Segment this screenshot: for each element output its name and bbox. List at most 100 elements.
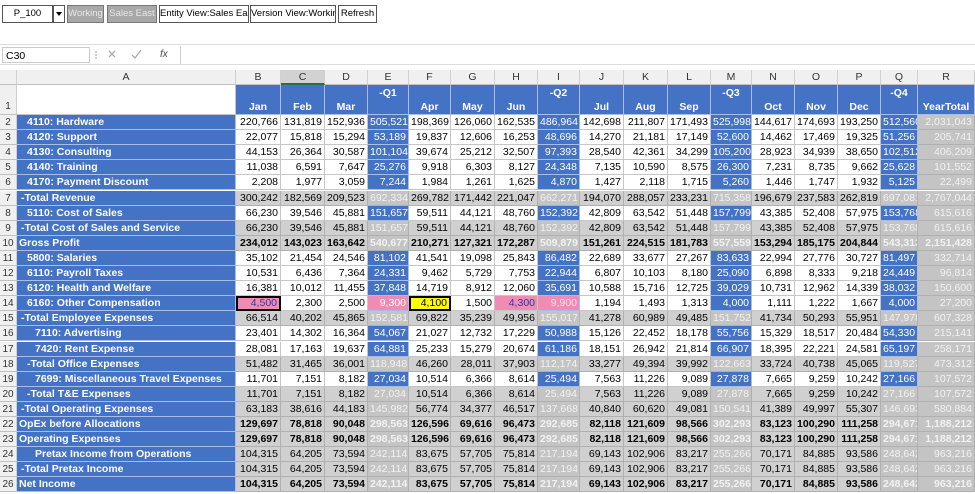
cell[interactable]: 49,485	[668, 311, 711, 327]
column-title[interactable]: Jun	[495, 85, 538, 115]
cell[interactable]: 32,507	[495, 145, 538, 161]
row-header[interactable]: 26	[0, 477, 17, 493]
cell[interactable]: 11,226	[624, 371, 668, 387]
cell[interactable]: 8,735	[795, 160, 838, 176]
cell[interactable]: 248,642	[881, 447, 918, 463]
row-label[interactable]: OpEx before Allocations	[17, 417, 236, 433]
cell[interactable]: 69,143	[580, 462, 624, 478]
cell[interactable]: 6,303	[451, 160, 495, 176]
cell[interactable]: 10,103	[624, 266, 668, 282]
row-label[interactable]: 7699: Miscellaneous Travel Expenses	[17, 371, 236, 387]
cell[interactable]: 15,279	[451, 341, 495, 357]
cell[interactable]: 64,205	[281, 447, 325, 463]
cell[interactable]: 69,616	[451, 417, 495, 433]
cell[interactable]: 196,679	[752, 190, 795, 206]
cell[interactable]: 2,300	[281, 296, 325, 312]
cell[interactable]: 23,401	[236, 326, 281, 342]
cell[interactable]: 12,060	[495, 281, 538, 297]
cell[interactable]: 28,540	[580, 145, 624, 161]
cell[interactable]: 692,334	[368, 190, 409, 206]
row-label[interactable]: -Total Office Expenses	[17, 356, 236, 372]
cell[interactable]: 41,541	[409, 250, 451, 266]
cell[interactable]: 18,517	[795, 326, 838, 342]
cell[interactable]: 100,290	[795, 417, 838, 433]
cell[interactable]: 1,625	[495, 175, 538, 191]
cell[interactable]: 20,484	[838, 326, 881, 342]
column-header[interactable]: D	[325, 70, 368, 85]
cell[interactable]: 105,200	[711, 145, 752, 161]
cell[interactable]: 137,668	[538, 401, 580, 417]
cell[interactable]: 2,031,043	[918, 115, 975, 131]
cell[interactable]	[17, 85, 236, 115]
row-header[interactable]: 22	[0, 417, 17, 433]
cell[interactable]: 7,563	[580, 371, 624, 387]
cell[interactable]: 1,446	[752, 175, 795, 191]
cell[interactable]: 31,465	[281, 356, 325, 372]
cell[interactable]: 24,581	[838, 341, 881, 357]
row-header[interactable]: 18	[0, 356, 17, 372]
cell[interactable]: 12,725	[668, 281, 711, 297]
cell[interactable]: 10,514	[409, 386, 451, 402]
cell[interactable]: 45,881	[325, 205, 368, 221]
cell[interactable]: 1,984	[409, 175, 451, 191]
cell[interactable]: 145,982	[368, 401, 409, 417]
cell[interactable]: 56,774	[409, 401, 451, 417]
cell[interactable]: 143,023	[281, 235, 325, 251]
column-title[interactable]: Sep	[668, 85, 711, 115]
cell[interactable]: 5,260	[711, 175, 752, 191]
cell[interactable]: 181,783	[668, 235, 711, 251]
cell[interactable]: 1,932	[838, 175, 881, 191]
cell[interactable]: 69,143	[580, 477, 624, 493]
cell[interactable]: 45,881	[325, 220, 368, 236]
cell[interactable]: 51,448	[668, 205, 711, 221]
cell[interactable]: 9,900	[538, 296, 580, 312]
cell[interactable]: 50,293	[795, 311, 838, 327]
cell[interactable]: 7,364	[325, 266, 368, 282]
cell[interactable]: 64,205	[281, 462, 325, 478]
cell[interactable]: 36,001	[325, 356, 368, 372]
cell[interactable]: 44,121	[451, 205, 495, 221]
column-header[interactable]: N	[752, 70, 795, 85]
column-header[interactable]: Q	[881, 70, 918, 85]
cell[interactable]: 298,563	[368, 417, 409, 433]
cell[interactable]: 217,194	[538, 447, 580, 463]
cell[interactable]: 48,760	[495, 205, 538, 221]
cell[interactable]: 11,701	[236, 386, 281, 402]
column-header[interactable]: P	[838, 70, 881, 85]
row-label[interactable]: Net Income	[17, 477, 236, 493]
cell[interactable]: 300,242	[236, 190, 281, 206]
row-label[interactable]: -Total T&E Expenses	[17, 386, 236, 402]
cell[interactable]: 22,499	[918, 175, 975, 191]
cell[interactable]: 69,822	[409, 311, 451, 327]
cell[interactable]: 12,606	[451, 130, 495, 146]
cell[interactable]: 57,975	[838, 205, 881, 221]
cell[interactable]: 255,266	[711, 462, 752, 478]
cell[interactable]: 70,171	[752, 447, 795, 463]
cell[interactable]: 10,514	[409, 371, 451, 387]
cell[interactable]: 22,689	[580, 250, 624, 266]
column-title[interactable]: May	[451, 85, 495, 115]
cell[interactable]: 55,756	[711, 326, 752, 342]
cell[interactable]: 16,253	[495, 130, 538, 146]
cell[interactable]: 46,260	[409, 356, 451, 372]
cell[interactable]: 27,200	[918, 296, 975, 312]
row-label[interactable]: 4110: Hardware	[17, 115, 236, 131]
cell[interactable]: 20,674	[495, 341, 538, 357]
cell[interactable]: 9,300	[368, 296, 409, 312]
cell[interactable]: 2,118	[624, 175, 668, 191]
cell[interactable]: 185,175	[795, 235, 838, 251]
cell[interactable]: 2,151,428	[918, 235, 975, 251]
cell[interactable]: 5,125	[881, 175, 918, 191]
cell[interactable]: 119,527	[881, 356, 918, 372]
cell[interactable]: 59,511	[409, 205, 451, 221]
column-title[interactable]: Jul	[580, 85, 624, 115]
cell[interactable]: 9,089	[668, 386, 711, 402]
cell[interactable]: 24,546	[325, 250, 368, 266]
cell[interactable]: 211,807	[624, 115, 668, 131]
cell[interactable]: 38,650	[838, 145, 881, 161]
cell[interactable]: 55,951	[838, 311, 881, 327]
cell[interactable]: 151,752	[711, 311, 752, 327]
cell[interactable]: 4,100	[409, 296, 451, 312]
cell[interactable]: 198,369	[409, 115, 451, 131]
cell[interactable]: 509,879	[538, 235, 580, 251]
